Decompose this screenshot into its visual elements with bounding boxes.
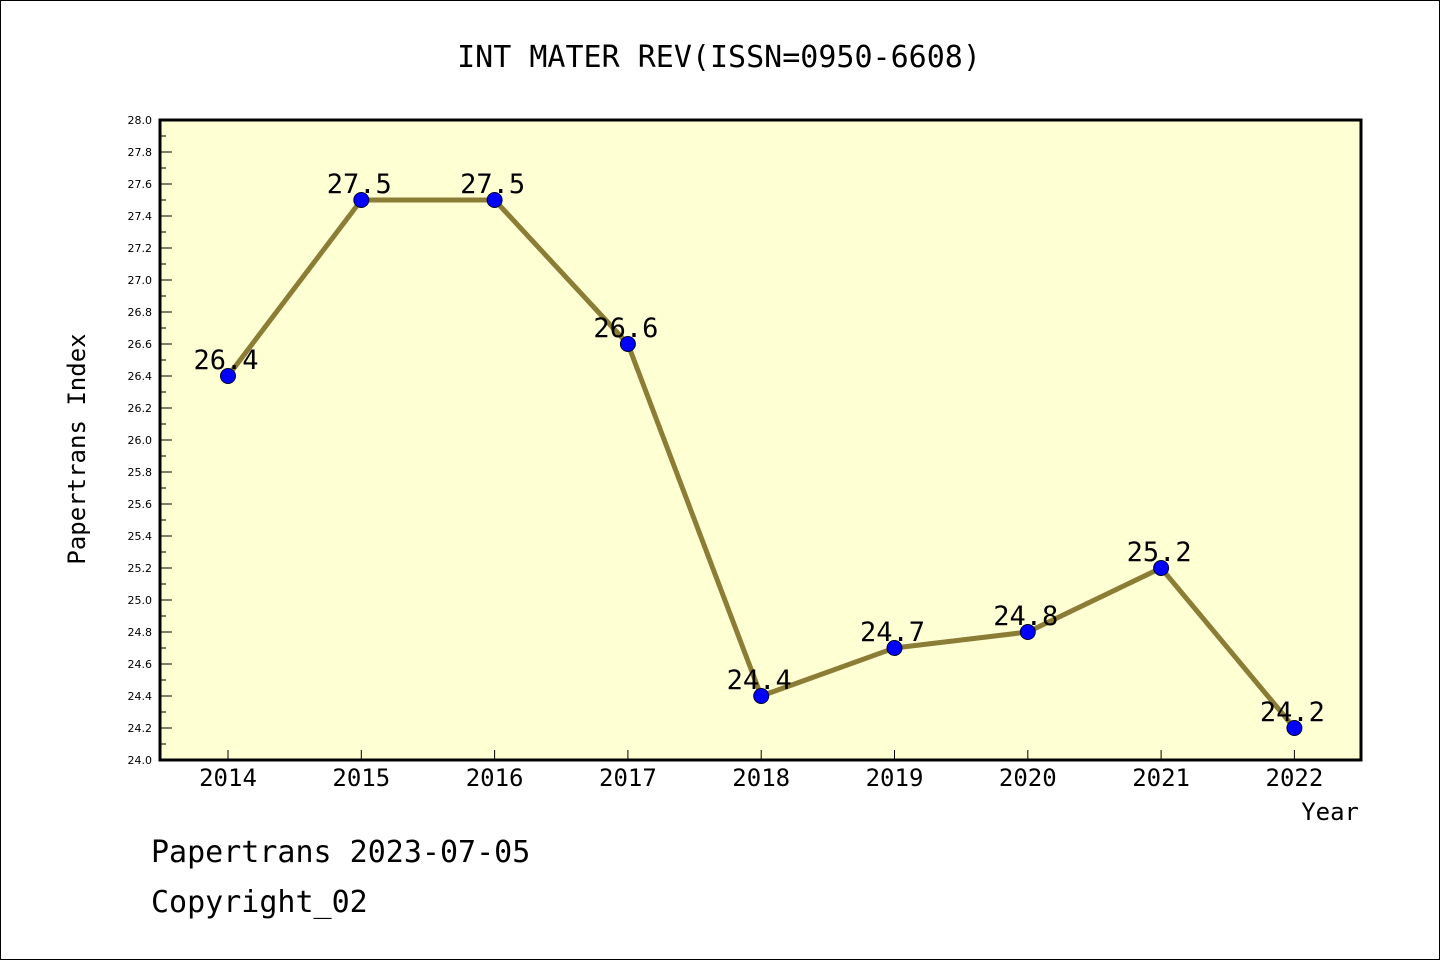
y-tick-label: 27.8: [128, 146, 153, 159]
y-tick-label: 26.0: [128, 434, 153, 447]
y-tick-label: 25.8: [128, 466, 153, 479]
x-tick-label: 2021: [1132, 764, 1190, 792]
x-tick-label: 2014: [199, 764, 257, 792]
footer-copyright: Copyright_02: [151, 885, 368, 920]
x-axis-label: Year: [1301, 798, 1359, 826]
data-point: [886, 640, 903, 656]
data-label: 24.2: [1260, 697, 1325, 728]
data-label: 26.6: [593, 313, 658, 344]
y-tick-label: 24.0: [128, 754, 153, 767]
data-point: [220, 368, 236, 384]
y-tick-label: 27.4: [128, 210, 153, 223]
y-tick-label: 26.2: [128, 402, 153, 415]
x-tick-label: 2015: [332, 764, 390, 792]
data-label: 24.7: [860, 617, 925, 648]
y-tick-label: 25.6: [128, 498, 153, 511]
x-tick-label: 2022: [1266, 764, 1324, 792]
y-tick-label: 25.4: [128, 530, 153, 543]
series-group: 26.4 27.5 27.5 26.6 24.4 24.7 24.8 25.2 24.2: [193, 169, 1325, 736]
y-tick-label: 26.6: [128, 338, 153, 351]
y-axis-label: Papertrans Index: [63, 333, 91, 564]
x-tick-label: 2019: [866, 764, 924, 792]
data-point: [619, 336, 636, 352]
x-tick-label: 2018: [732, 764, 790, 792]
y-tick-label: 27.6: [128, 178, 153, 191]
y-tick-label: 24.4: [128, 690, 153, 703]
data-point: [1153, 560, 1170, 576]
data-label: 24.8: [993, 601, 1058, 632]
y-axis: 24.0 24.2 24.4 24.6 24.8 25.0 25.2 25.4 25.6 25.8…: [128, 114, 172, 767]
data-label: 25.2: [1127, 537, 1192, 568]
data-label: 27.5: [327, 169, 392, 200]
y-tick-label: 24.8: [128, 626, 153, 639]
chart-title: INT MATER REV(ISSN=0950-6608): [457, 40, 981, 75]
y-tick-label: 28.0: [128, 114, 153, 127]
y-tick-label: 24.6: [128, 658, 153, 671]
footer-date: Papertrans 2023-07-05: [151, 835, 531, 870]
y-tick-label: 26.4: [128, 370, 153, 383]
x-tick-label: 2020: [999, 764, 1057, 792]
data-point: [1286, 720, 1303, 736]
data-point: [353, 192, 370, 208]
y-tick-label: 24.2: [128, 722, 153, 735]
data-point: [753, 688, 770, 704]
data-label: 24.4: [727, 665, 792, 696]
data-point: [486, 192, 503, 208]
data-point: [1019, 624, 1036, 640]
x-tick-label: 2017: [599, 764, 657, 792]
data-label: 27.5: [460, 169, 525, 200]
x-tick-label: 2016: [466, 764, 524, 792]
data-label: 26.4: [193, 345, 258, 376]
y-tick-label: 27.0: [128, 274, 153, 287]
plot-area: [158, 118, 1363, 762]
x-axis: 2014 2015 2016 2017 2018 2019 2020 2021 2022: [199, 750, 1323, 792]
y-tick-label: 26.8: [128, 306, 153, 319]
y-tick-label: 25.2: [128, 562, 153, 575]
y-tick-label: 25.0: [128, 594, 153, 607]
y-tick-label: 27.2: [128, 242, 153, 255]
